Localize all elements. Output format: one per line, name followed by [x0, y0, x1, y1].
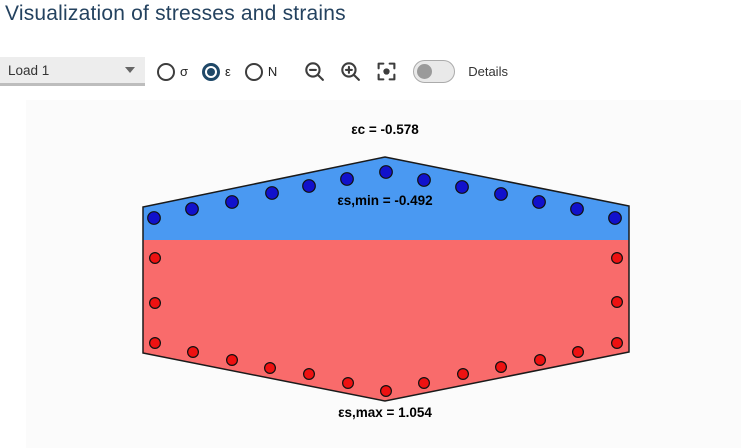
tension-region	[143, 240, 629, 401]
details-toggle-label: Details	[468, 64, 508, 79]
rebar-dot-compression	[302, 179, 316, 193]
radio-n-label: N	[267, 64, 278, 79]
radio-sigma[interactable]	[157, 62, 175, 81]
zoom-in-icon	[340, 62, 360, 81]
rebar-dot-tension	[264, 362, 277, 375]
strain-label-steel-max: εs,max = 1.054	[338, 405, 432, 420]
rebar-dot-compression	[532, 195, 546, 209]
rebar-dot-tension	[187, 346, 200, 359]
fit-view-icon	[377, 62, 396, 81]
page-title: Visualization of stresses and strains	[5, 2, 346, 25]
rebar-dot-tension	[303, 368, 316, 381]
diagram-canvas[interactable]: εc = -0.578 εs,min = -0.492 εs,max = 1.0…	[26, 100, 741, 448]
strain-diagram	[142, 156, 630, 402]
rebar-dot-tension	[342, 377, 355, 390]
strain-label-concrete-top: εc = -0.578	[351, 122, 419, 137]
zoom-in-button[interactable]	[337, 59, 363, 85]
rebar-dot-tension	[148, 297, 161, 310]
rebar-dot-tension	[610, 252, 623, 265]
rebar-dot-tension	[610, 296, 623, 309]
rebar-dot-tension	[380, 385, 393, 398]
details-toggle[interactable]	[413, 60, 456, 83]
rebar-dot-compression	[494, 187, 508, 201]
section-outline	[142, 156, 630, 402]
rebar-dot-tension	[148, 252, 161, 265]
rebar-dot-compression	[608, 211, 622, 225]
radio-epsilon[interactable]	[202, 62, 221, 81]
rebar-dot-compression	[265, 186, 279, 200]
radio-n[interactable]	[244, 62, 263, 81]
rebar-dot-tension	[495, 361, 508, 374]
radio-epsilon-label: ε	[225, 64, 231, 79]
fit-view-button[interactable]	[373, 59, 399, 85]
rebar-dot-compression	[147, 211, 161, 225]
details-toggle-knob	[417, 63, 433, 79]
rebar-dot-compression	[340, 172, 354, 186]
rebar-dot-compression	[570, 202, 584, 216]
load-select[interactable]: Load 1	[0, 57, 145, 86]
strain-label-steel-min: εs,min = -0.492	[337, 193, 433, 208]
radio-sigma-label: σ	[180, 64, 189, 79]
rebar-dot-compression	[225, 195, 239, 209]
rebar-dot-tension	[418, 377, 431, 390]
rebar-dot-tension	[148, 337, 161, 350]
rebar-dot-tension	[226, 354, 239, 367]
chevron-down-icon	[125, 67, 135, 73]
load-select-value: Load 1	[8, 62, 50, 78]
compression-region	[143, 157, 629, 240]
zoom-out-button[interactable]	[301, 59, 327, 85]
rebar-dot-compression	[379, 165, 393, 179]
zoom-out-icon	[304, 62, 324, 81]
mode-radio-group: σ ε N	[157, 62, 291, 81]
rebar-dot-compression	[185, 202, 199, 216]
rebar-dot-compression	[455, 180, 469, 194]
rebar-dot-tension	[534, 354, 547, 367]
toolbar: Load 1 σ ε N	[0, 57, 508, 86]
rebar-dot-compression	[417, 173, 431, 187]
rebar-dot-tension	[610, 337, 623, 350]
rebar-dot-tension	[571, 346, 584, 359]
rebar-dot-tension	[457, 368, 470, 381]
